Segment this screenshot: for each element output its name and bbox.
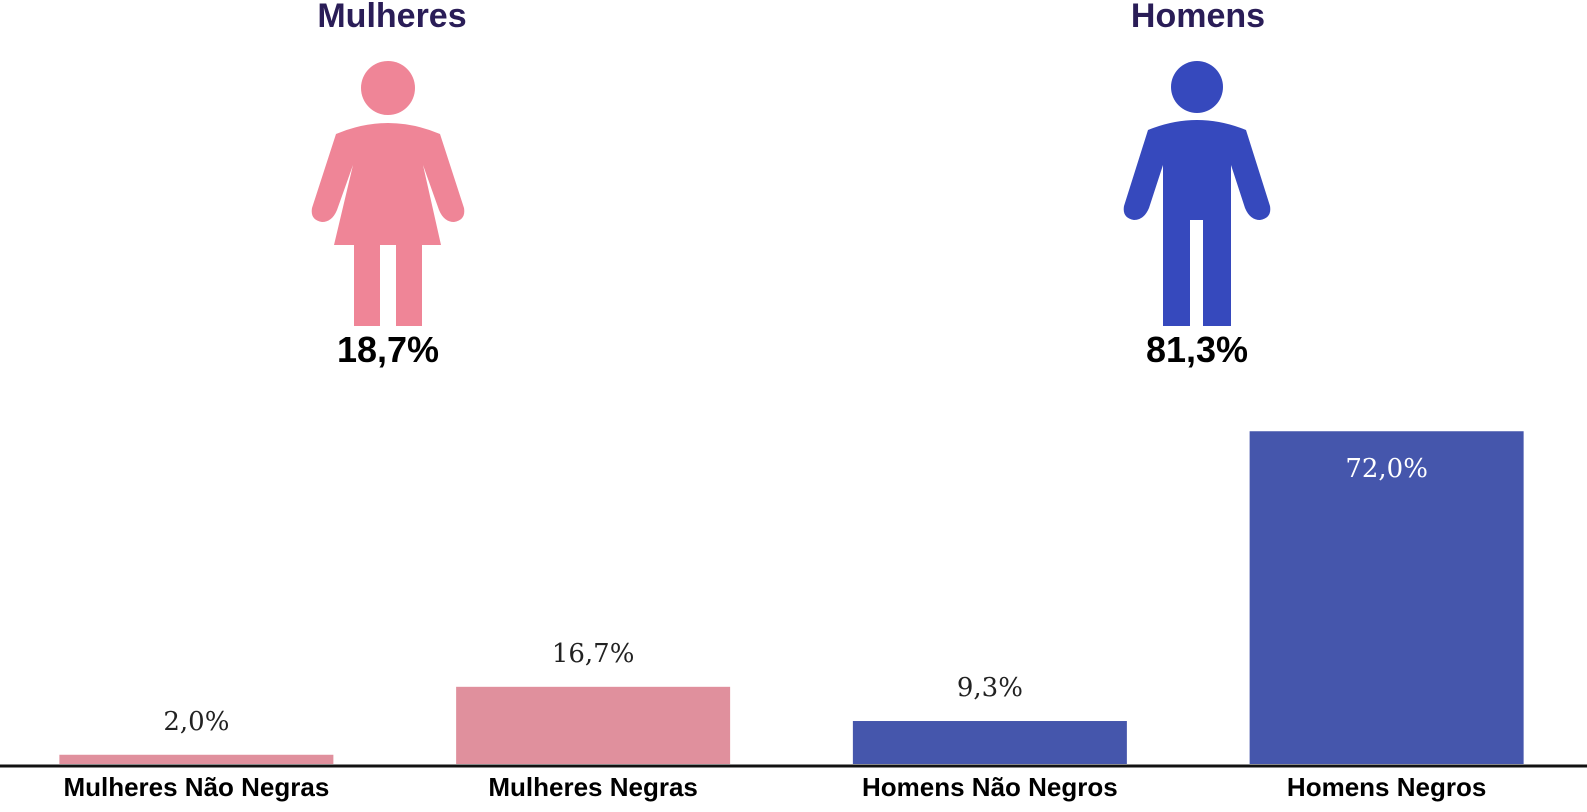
bar-4: [1249, 431, 1524, 764]
bar-3: [852, 721, 1127, 764]
x-axis-labels: Mulheres Não Negras Mulheres Negras Homens…: [63, 772, 1486, 802]
category-label-1: Mulheres Não Negras: [63, 772, 329, 802]
bar-value-label-1: 2,0%: [163, 707, 229, 737]
bar-value-label-2: 16,7%: [552, 639, 635, 669]
women-percent: 18,7%: [336, 329, 440, 370]
bar-1: [59, 754, 334, 764]
women-title: Mulheres: [317, 0, 467, 35]
woman-icon: [311, 61, 465, 326]
category-label-2: Mulheres Negras: [488, 772, 698, 802]
bars-group: 2,0% 16,7% 9,3% 72,0%: [59, 431, 1524, 764]
bar-value-label-4: 72,0%: [1345, 454, 1428, 484]
bar-2: [456, 686, 731, 764]
category-label-4: Homens Negros: [1287, 772, 1486, 802]
bar-value-label-3: 9,3%: [957, 673, 1023, 703]
men-percent: 81,3%: [1145, 329, 1249, 370]
bar-chart: 2,0%16,7%9,3%72,0% Mulheres Não Negras Mu…: [0, 431, 1587, 802]
men-title: Homens: [1130, 0, 1266, 35]
category-label-3: Homens Não Negros: [862, 772, 1118, 802]
man-icon: [1123, 61, 1271, 326]
